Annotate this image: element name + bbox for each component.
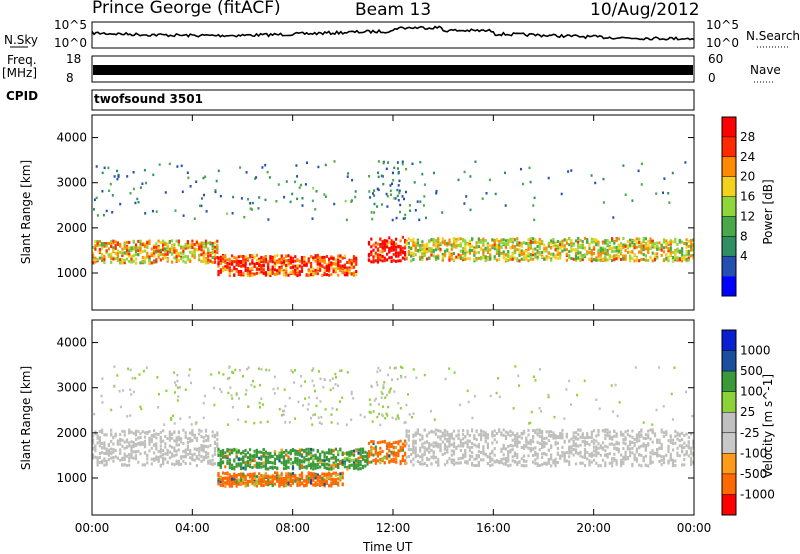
echo-band-3 xyxy=(367,365,408,466)
xtick-label: 00:00 xyxy=(677,521,712,535)
colorbar-swatch xyxy=(722,473,736,495)
colorbar-swatch xyxy=(722,216,736,237)
freq-unit-label: [MHz] xyxy=(2,66,38,80)
echo-band-0 xyxy=(92,365,219,468)
cpid-value: twofsound 3501 xyxy=(94,92,203,106)
freq-top-tick: 18 xyxy=(66,52,82,66)
colorbar-tick-label: -500 xyxy=(740,467,767,481)
nsearch-label: N.Search xyxy=(746,29,800,43)
colorbar-tick-label: 1000 xyxy=(740,344,771,358)
echo-band-3 xyxy=(405,160,695,263)
colorbar-frame xyxy=(721,116,737,297)
colorbar-swatch xyxy=(722,236,736,257)
ytick-label: 1000 xyxy=(56,471,87,485)
colorbar-swatch xyxy=(722,412,736,433)
colorbar-swatch xyxy=(722,117,736,137)
noise-strip-frame xyxy=(91,21,695,49)
colorbar-swatch xyxy=(722,256,736,277)
beam-label: Beam 13 xyxy=(355,0,432,20)
echo-band-4 xyxy=(405,365,695,468)
noise-bottom-tick: 10^0 xyxy=(54,36,87,50)
colorbar-swatch xyxy=(722,276,736,296)
echo-band-2 xyxy=(217,366,344,488)
colorbar-tick-label: 16 xyxy=(740,190,755,204)
noise-bottom-tick-right: 10^0 xyxy=(706,36,739,50)
colorbar-tick-label: -100 xyxy=(740,446,767,460)
colorbar-tick-label: 12 xyxy=(740,209,755,223)
xtick-label: 04:00 xyxy=(175,521,210,535)
colorbar-swatch xyxy=(722,136,736,157)
freq-label: Freq. xyxy=(7,53,37,67)
colorbar-tick-label: 4 xyxy=(740,249,748,263)
station-title: Prince George (fitACF) xyxy=(92,0,281,18)
freq-nave-band xyxy=(93,65,693,75)
freq-bottom-tick: 8 xyxy=(66,71,74,85)
nave-bottom-tick: 0 xyxy=(708,71,716,85)
colorbar-swatch xyxy=(722,330,736,351)
ytick-label: 3000 xyxy=(56,381,87,395)
xtick-label: 00:00 xyxy=(75,521,110,535)
ytick-label: 2000 xyxy=(56,426,87,440)
ytick-label: 2000 xyxy=(56,221,87,235)
noise-sky-trace xyxy=(91,25,695,41)
ytick-label: 1000 xyxy=(56,266,87,280)
cpid-label: CPID xyxy=(6,89,39,103)
velocity-panel: 1000 2000 3000 4000 00:00 04:00 08:00 12:00 16:0… xyxy=(56,319,712,535)
freq-strip-frame xyxy=(91,55,695,83)
time-xlabel: Time UT xyxy=(363,540,413,554)
colorbar-swatch xyxy=(722,156,736,177)
date-label: 10/Aug/2012 xyxy=(590,0,700,20)
colorbar-tick-label: 500 xyxy=(740,364,763,378)
echo-band-1 xyxy=(217,365,369,471)
colorbar-swatch xyxy=(722,371,736,392)
colorbar-tick-label: -1000 xyxy=(740,487,775,501)
nave-label: Nave xyxy=(750,63,781,77)
xtick-label: 16:00 xyxy=(476,521,511,535)
ytick-label: 4000 xyxy=(56,336,87,350)
power-colorbar: 28 24 20 16 12 8 4 xyxy=(721,116,755,297)
velocity-colorbar-label: Velocity [m s^-1] xyxy=(761,373,775,479)
xtick-label: 20:00 xyxy=(576,521,611,535)
nave-top-tick: 60 xyxy=(708,52,724,66)
colorbar-tick-label: 8 xyxy=(740,229,748,243)
xtick-label: 08:00 xyxy=(275,521,310,535)
colorbar-tick-label: 24 xyxy=(740,150,755,164)
echo-band-2 xyxy=(367,160,408,264)
xtick-label: 12:00 xyxy=(376,521,411,535)
colorbar-swatch xyxy=(722,453,736,474)
power-panel: 1000 2000 3000 4000 xyxy=(56,114,695,311)
colorbar-tick-label: 100 xyxy=(740,385,763,399)
echo-band-0 xyxy=(92,162,219,265)
colorbar-tick-label: 28 xyxy=(740,130,755,144)
colorbar-frame xyxy=(721,329,737,516)
colorbar-swatch xyxy=(722,196,736,217)
colorbar-tick-label: 20 xyxy=(740,170,755,184)
velocity-colorbar: 1000 500 100 25 -25 -100 -500 -1000 xyxy=(721,329,775,516)
colorbar-tick-label: -25 xyxy=(740,426,760,440)
panel-frame xyxy=(91,114,695,311)
ytick-label: 4000 xyxy=(56,131,87,145)
colorbar-swatch xyxy=(722,494,736,515)
noise-top-tick-right: 10^5 xyxy=(706,18,739,32)
noise-top-tick: 10^5 xyxy=(54,18,87,32)
power-colorbar-label: Power [dB] xyxy=(761,179,775,245)
colorbar-swatch xyxy=(722,432,736,454)
colorbar-swatch xyxy=(722,176,736,197)
nsky-label: N.Sky xyxy=(4,33,39,47)
ytick-label: 3000 xyxy=(56,176,87,190)
colorbar-tick-label: 25 xyxy=(740,405,755,419)
velocity-ylabel: Slant Range [km] xyxy=(19,365,33,471)
colorbar-swatch xyxy=(722,391,736,413)
power-ylabel: Slant Range [km] xyxy=(19,159,33,265)
colorbar-swatch xyxy=(722,350,736,372)
echo-band-1 xyxy=(217,160,358,278)
cpid-strip-frame xyxy=(91,89,695,111)
